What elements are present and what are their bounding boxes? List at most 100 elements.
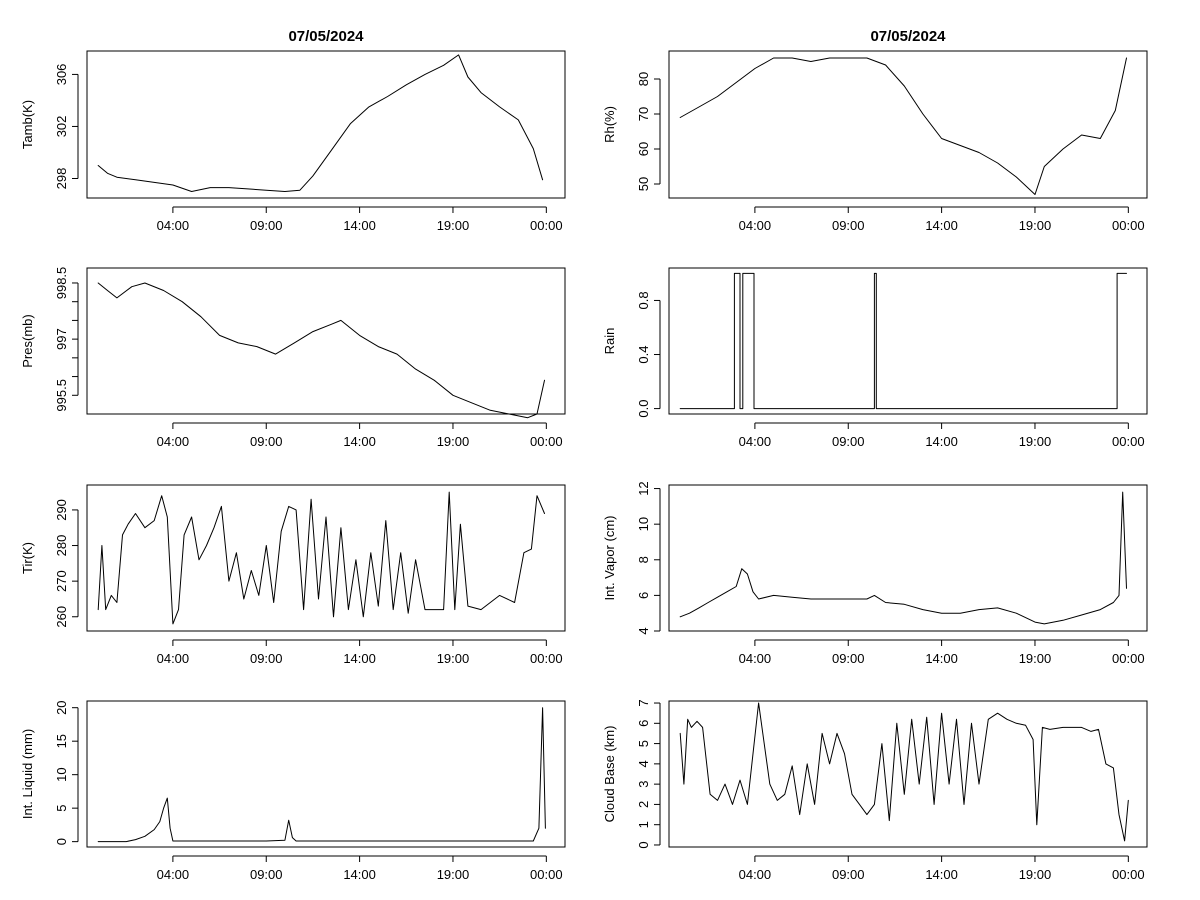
chart-vapor-y-tick-label: 6 bbox=[636, 592, 651, 599]
chart-tamb-y-tick-label: 298 bbox=[54, 168, 69, 190]
chart-tir-series-line bbox=[97, 491, 545, 625]
chart-tamb-y-tick-label: 306 bbox=[54, 64, 69, 86]
chart-vapor-y-tick-label: 4 bbox=[636, 627, 651, 634]
chart-tir-plot-frame bbox=[86, 484, 566, 632]
chart-cloud-base-x-tick-label: 00:00 bbox=[1112, 867, 1145, 882]
chart-rain-x-tick-label: 19:00 bbox=[1019, 434, 1052, 449]
chart-tir-y-axis-label: Tir(K) bbox=[20, 542, 35, 574]
chart-tamb-y-axis-label: Tamb(K) bbox=[20, 100, 35, 149]
chart-rain-x-tick-label: 00:00 bbox=[1112, 434, 1145, 449]
chart-vapor-panel: 04:00 09:00 14:00 19:00 00:00 4 6 8 10 12 Int. Vap… bbox=[602, 481, 1148, 666]
chart-cloud-base-y-tick-label: 3 bbox=[636, 781, 651, 788]
chart-rain-y-axis-label: Rain bbox=[602, 328, 617, 355]
chart-liquid-x-tick-label: 19:00 bbox=[437, 867, 470, 882]
chart-liquid-y-tick-label: 20 bbox=[54, 700, 69, 714]
chart-rain-x-tick-label: 14:00 bbox=[925, 434, 958, 449]
chart-vapor-x-tick-label: 14:00 bbox=[925, 651, 958, 666]
chart-pres-y-tick-label: 997 bbox=[54, 328, 69, 350]
chart-liquid-x-tick-label: 09:00 bbox=[250, 867, 283, 882]
chart-liquid-panel: 04:00 09:00 14:00 19:00 00:00 0 5 10 15 20 Int. Li… bbox=[20, 700, 566, 882]
chart-tir-y-tick-label: 270 bbox=[54, 570, 69, 592]
chart-tir-y-tick-label: 290 bbox=[54, 499, 69, 521]
chart-liquid-y-tick-label: 0 bbox=[54, 838, 69, 845]
chart-tamb-title: 07/05/2024 bbox=[288, 28, 364, 45]
chart-pres-series-line bbox=[97, 282, 545, 419]
chart-pres-plot-frame bbox=[86, 267, 566, 415]
chart-rain-y-tick-label: 0.8 bbox=[636, 291, 651, 309]
chart-rain-panel: 04:00 09:00 14:00 19:00 00:00 0.0 0.4 0.8 Rain bbox=[602, 267, 1148, 449]
chart-vapor-x-tick-label: 04:00 bbox=[739, 651, 772, 666]
chart-rh-plot-frame bbox=[668, 50, 1148, 199]
chart-rh-panel: 07/05/2024 04:00 09:00 14:00 19:00 00:00 50 60 7… bbox=[602, 28, 1148, 233]
chart-tir-panel: 04:00 09:00 14:00 19:00 00:00 260 270 280 290 Tir… bbox=[20, 484, 566, 666]
chart-pres-x-tick-label: 09:00 bbox=[250, 434, 283, 449]
chart-vapor-plot-frame bbox=[668, 484, 1148, 632]
chart-tir-x-tick-label: 14:00 bbox=[343, 651, 376, 666]
chart-rh-x-tick-label: 00:00 bbox=[1112, 218, 1145, 233]
chart-tir-x-tick-label: 00:00 bbox=[530, 651, 563, 666]
chart-tamb-x-tick-label: 19:00 bbox=[437, 218, 470, 233]
chart-tamb-panel: 07/05/2024 04:00 09:00 14:00 19:00 00:00 298 30… bbox=[20, 28, 566, 233]
chart-pres-x-tick-label: 19:00 bbox=[437, 434, 470, 449]
chart-rh-series-line bbox=[679, 57, 1127, 195]
chart-vapor-x-tick-label: 00:00 bbox=[1112, 651, 1145, 666]
chart-pres-x-tick-label: 04:00 bbox=[157, 434, 190, 449]
chart-rh-y-axis-label: Rh(%) bbox=[602, 106, 617, 143]
chart-rh-x-tick-label: 19:00 bbox=[1019, 218, 1052, 233]
chart-liquid-x-tick-label: 14:00 bbox=[343, 867, 376, 882]
chart-liquid-y-axis-label: Int. Liquid (mm) bbox=[20, 729, 35, 819]
chart-tamb-x-tick-label: 14:00 bbox=[343, 218, 376, 233]
chart-liquid-series-line bbox=[97, 707, 546, 843]
chart-vapor-y-tick-label: 12 bbox=[636, 481, 651, 495]
chart-tamb-x-tick-label: 04:00 bbox=[157, 218, 190, 233]
chart-tamb-x-tick-label: 09:00 bbox=[250, 218, 283, 233]
chart-rh-y-tick-label: 50 bbox=[636, 177, 651, 191]
chart-rh-x-tick-label: 09:00 bbox=[832, 218, 865, 233]
chart-liquid-y-tick-label: 10 bbox=[54, 767, 69, 781]
chart-rh-title: 07/05/2024 bbox=[870, 28, 946, 45]
chart-vapor-x-tick-label: 09:00 bbox=[832, 651, 865, 666]
chart-cloud-base-y-tick-label: 2 bbox=[636, 801, 651, 808]
chart-tir-x-tick-label: 09:00 bbox=[250, 651, 283, 666]
chart-tamb-y-tick-label: 302 bbox=[54, 116, 69, 138]
chart-tamb-plot-frame bbox=[86, 50, 566, 199]
chart-tir-y-tick-label: 260 bbox=[54, 606, 69, 628]
chart-tir-x-tick-label: 19:00 bbox=[437, 651, 470, 666]
chart-pres-x-tick-label: 00:00 bbox=[530, 434, 563, 449]
chart-rain-y-tick-label: 0.4 bbox=[636, 345, 651, 363]
chart-cloud-base-series-line bbox=[679, 702, 1129, 842]
chart-cloud-base-y-tick-label: 7 bbox=[636, 699, 651, 706]
chart-vapor-y-axis-label: Int. Vapor (cm) bbox=[602, 515, 617, 600]
chart-liquid-x-tick-label: 04:00 bbox=[157, 867, 190, 882]
chart-rh-x-tick-label: 04:00 bbox=[739, 218, 772, 233]
chart-liquid-plot-frame bbox=[86, 700, 566, 848]
chart-cloud-base-x-tick-label: 04:00 bbox=[739, 867, 772, 882]
chart-tir-x-tick-label: 04:00 bbox=[157, 651, 190, 666]
chart-cloud-base-y-tick-label: 0 bbox=[636, 841, 651, 848]
chart-pres-y-axis-label: Pres(mb) bbox=[20, 314, 35, 367]
chart-rh-y-tick-label: 60 bbox=[636, 142, 651, 156]
chart-pres-x-tick-label: 14:00 bbox=[343, 434, 376, 449]
chart-tir-y-tick-label: 280 bbox=[54, 535, 69, 557]
chart-vapor-series-line bbox=[679, 491, 1127, 625]
chart-liquid-x-tick-label: 00:00 bbox=[530, 867, 563, 882]
chart-rain-plot-frame bbox=[668, 267, 1148, 415]
chart-rain-x-tick-label: 09:00 bbox=[832, 434, 865, 449]
chart-cloud-base-y-tick-label: 5 bbox=[636, 740, 651, 747]
chart-vapor-y-tick-label: 10 bbox=[636, 517, 651, 531]
chart-cloud-base-x-tick-label: 19:00 bbox=[1019, 867, 1052, 882]
chart-vapor-x-tick-label: 19:00 bbox=[1019, 651, 1052, 666]
chart-tamb-x-tick-label: 00:00 bbox=[530, 218, 563, 233]
chart-pres-y-tick-label: 998.5 bbox=[54, 267, 69, 300]
chart-rh-y-tick-label: 70 bbox=[636, 107, 651, 121]
chart-cloud-base-y-tick-label: 4 bbox=[636, 760, 651, 767]
chart-vapor-y-tick-label: 8 bbox=[636, 556, 651, 563]
chart-tamb-series-line bbox=[97, 54, 544, 192]
chart-cloud-base-panel: 04:00 09:00 14:00 19:00 00:00 0 1 2 3 4 5 6 7 Cloud B… bbox=[602, 699, 1148, 882]
chart-rain-series-line bbox=[679, 272, 1127, 410]
chart-cloud-base-y-tick-label: 1 bbox=[636, 821, 651, 828]
chart-rain-y-tick-label: 0.0 bbox=[636, 400, 651, 418]
chart-liquid-y-tick-label: 15 bbox=[54, 734, 69, 748]
chart-cloud-base-x-tick-label: 09:00 bbox=[832, 867, 865, 882]
